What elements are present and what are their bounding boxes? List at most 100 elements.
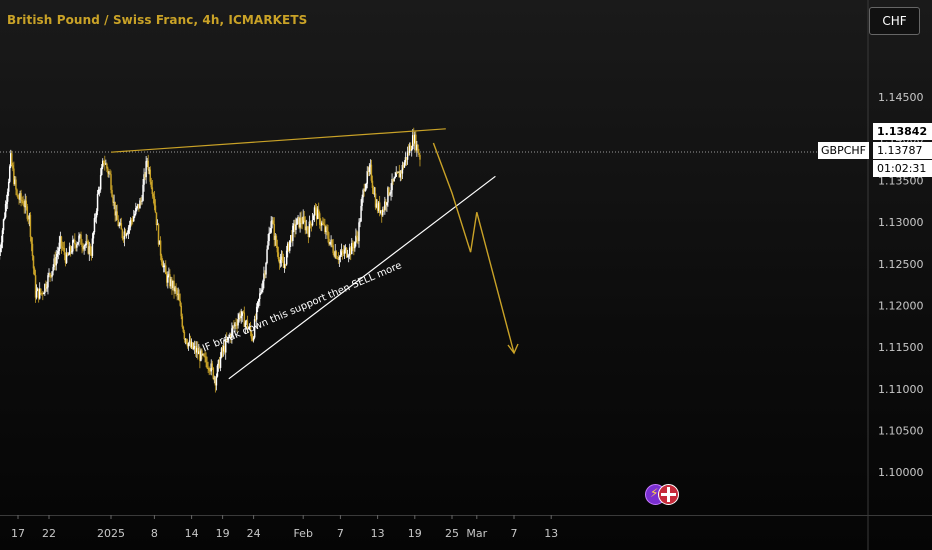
candle <box>189 335 192 349</box>
candle <box>252 335 255 343</box>
candle-body <box>375 203 378 208</box>
candle-body <box>176 290 178 295</box>
candle-body <box>307 230 310 238</box>
candle-body <box>249 326 252 333</box>
candle-body <box>271 220 273 222</box>
candle <box>52 264 54 276</box>
candle <box>355 228 357 247</box>
candle <box>220 346 223 359</box>
candle-body <box>211 363 214 368</box>
candle <box>324 218 326 235</box>
candle <box>255 303 258 327</box>
candle <box>8 164 11 184</box>
candle <box>171 276 173 295</box>
candle <box>125 232 128 239</box>
x-tick-label: Feb <box>293 527 312 540</box>
candle-body <box>35 290 38 298</box>
candle-body <box>234 323 236 327</box>
candle-body <box>62 247 65 249</box>
candle <box>88 241 91 261</box>
candle <box>140 197 142 206</box>
x-tick-label: 13 <box>371 527 385 540</box>
candle-body <box>302 216 304 224</box>
candle <box>299 212 301 233</box>
candle-body <box>221 348 224 352</box>
candle-body <box>8 166 11 182</box>
candle <box>404 151 407 166</box>
candle-body <box>114 201 116 216</box>
candle <box>320 218 322 231</box>
candle-body <box>377 202 380 211</box>
candle <box>155 212 158 231</box>
candle-body <box>370 164 373 181</box>
candle <box>86 234 88 245</box>
candle <box>129 217 132 231</box>
candle <box>232 325 234 335</box>
candle-body <box>128 224 131 228</box>
candle <box>244 320 247 335</box>
candle <box>161 258 164 268</box>
candle <box>117 215 119 227</box>
candle <box>351 238 353 255</box>
candle-body <box>258 299 260 302</box>
candle <box>263 266 265 289</box>
candle-body <box>124 231 127 236</box>
candle-body <box>172 280 174 289</box>
candle <box>82 242 84 252</box>
candle-body <box>349 247 352 255</box>
candle-body <box>338 256 341 260</box>
candle-body <box>169 274 171 287</box>
y-tick-label: 1.11000 <box>878 383 924 396</box>
candle-body <box>310 224 313 226</box>
uk-flag-icon[interactable] <box>658 484 679 505</box>
candle-body <box>326 227 328 232</box>
candle <box>325 225 327 240</box>
candle <box>10 149 12 169</box>
candle <box>323 218 325 226</box>
currency-button[interactable]: CHF <box>869 7 920 35</box>
candle-body <box>208 368 210 371</box>
time-axis[interactable]: 17 22 2025 8 14 19 24 Feb 7 13 19 25 Mar 7 13 <box>11 515 558 540</box>
candle <box>401 161 404 180</box>
candle-body <box>290 235 292 241</box>
candle <box>114 201 116 222</box>
candle-body <box>366 171 369 184</box>
candle-body <box>398 171 401 178</box>
candle <box>211 360 214 371</box>
x-tick-label: 2025 <box>97 527 125 540</box>
candle <box>403 160 406 169</box>
event-badges[interactable]: ⚡ <box>645 484 679 505</box>
candle <box>384 196 386 215</box>
candle-body <box>336 258 339 260</box>
candle-body <box>51 271 53 277</box>
candle-body <box>205 356 207 363</box>
candle-body <box>334 251 336 257</box>
candle-body <box>177 293 179 295</box>
candle-body <box>368 167 371 172</box>
candle-body <box>45 284 47 289</box>
candle <box>388 187 390 197</box>
candle-body <box>22 201 24 205</box>
candle <box>405 157 408 167</box>
candle <box>182 325 185 333</box>
candle <box>327 224 329 243</box>
candle-body <box>166 274 168 283</box>
candle-body <box>137 204 139 207</box>
candle <box>333 250 335 258</box>
candle <box>149 166 152 185</box>
candle <box>298 216 300 229</box>
candle-body <box>327 231 329 239</box>
candle <box>29 212 32 242</box>
candle-body <box>134 213 136 217</box>
candle <box>393 176 395 182</box>
candle <box>332 238 334 256</box>
candle <box>386 202 388 212</box>
candle <box>178 289 180 302</box>
candle-body <box>1 230 4 243</box>
candle-body <box>190 342 193 348</box>
candle <box>105 159 107 165</box>
candle <box>254 313 257 322</box>
candle <box>285 245 288 266</box>
candle-body <box>321 222 323 226</box>
